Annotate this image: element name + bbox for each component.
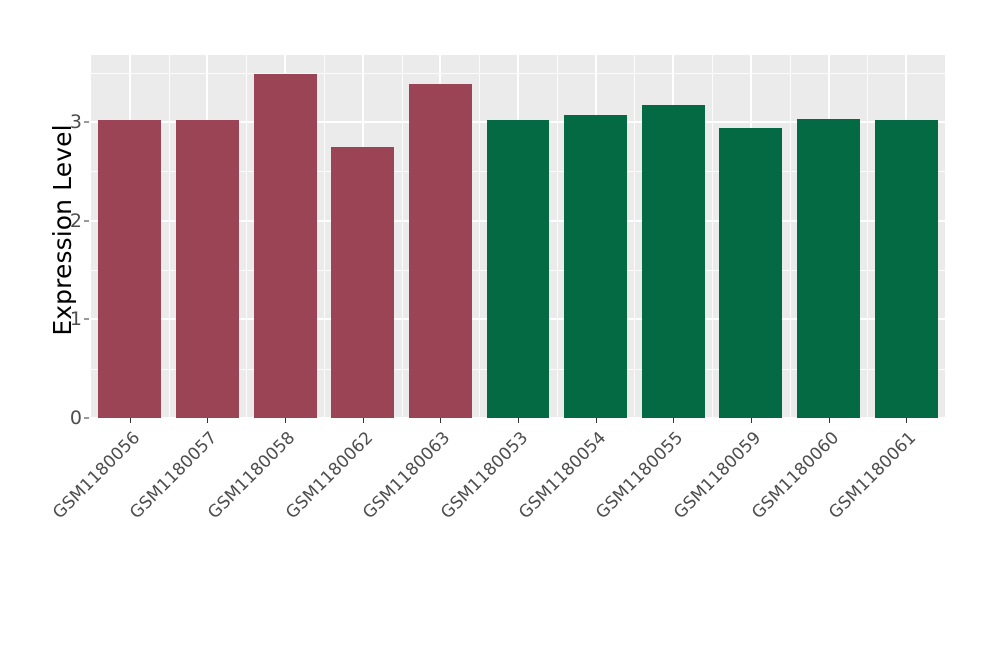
bar: [564, 115, 628, 418]
gridline-vertical-minor: [867, 55, 869, 418]
y-tick-mark: [84, 417, 89, 419]
bar: [486, 120, 550, 418]
x-tick-mark: [129, 418, 131, 423]
x-tick-mark: [440, 418, 442, 423]
gridline-vertical-minor: [479, 55, 481, 418]
bar: [719, 128, 783, 418]
y-axis-ticks: 0 1 2 3: [52, 0, 89, 580]
x-tick-mark: [362, 418, 364, 423]
x-tick-mark: [750, 418, 752, 423]
gridline-vertical-minor: [556, 55, 558, 418]
x-tick-mark: [285, 418, 287, 423]
x-axis-ticks: [91, 418, 945, 424]
bar: [331, 146, 395, 418]
bar: [641, 105, 705, 418]
gridline-vertical-minor: [246, 55, 248, 418]
y-tick-mark: [84, 220, 89, 222]
x-tick-mark: [595, 418, 597, 423]
x-tick-mark: [673, 418, 675, 423]
gridline-vertical-minor: [712, 55, 714, 418]
y-tick-label: 0: [69, 407, 82, 429]
gridline-vertical-minor: [401, 55, 403, 418]
bar: [176, 120, 239, 418]
gridline-vertical-minor: [789, 55, 791, 418]
bar: [874, 120, 938, 418]
bar: [408, 83, 472, 418]
plot-panel: [91, 55, 945, 418]
y-tick-label: 2: [69, 209, 82, 232]
y-tick-mark: [84, 121, 89, 123]
gridline-vertical-minor: [323, 55, 325, 418]
x-tick-mark: [518, 418, 519, 423]
x-tick-mark: [207, 418, 209, 423]
x-tick-mark: [828, 418, 830, 423]
gridline-vertical-minor: [168, 55, 170, 418]
bar: [253, 73, 317, 418]
gridline-vertical-minor: [634, 55, 636, 418]
bar: [98, 120, 162, 418]
y-tick-mark: [84, 318, 89, 320]
y-tick-label: 3: [69, 111, 82, 134]
bar: [797, 119, 860, 418]
x-tick-mark: [906, 418, 908, 423]
gridline-horizontal-minor: [91, 72, 945, 74]
y-tick-label: 1: [69, 308, 82, 331]
